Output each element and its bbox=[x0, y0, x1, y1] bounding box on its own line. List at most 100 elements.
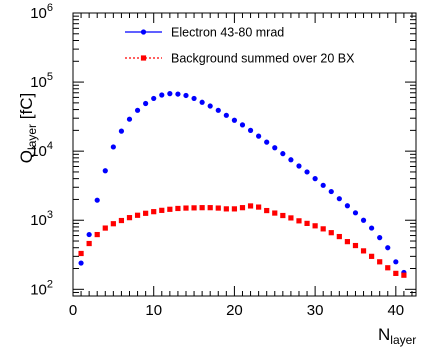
data-point bbox=[336, 233, 342, 240]
data-point bbox=[86, 231, 92, 238]
data-point bbox=[223, 112, 229, 118]
data-point bbox=[377, 259, 383, 265]
data-point bbox=[110, 144, 116, 150]
data-point bbox=[118, 217, 125, 224]
y-tick-label: 106 bbox=[30, 2, 53, 22]
x-tick-label: 10 bbox=[145, 302, 162, 319]
data-point bbox=[151, 95, 157, 102]
data-point bbox=[369, 253, 375, 259]
data-point bbox=[175, 91, 181, 97]
x-axis-ticks: 0 10 20 30 40 bbox=[69, 13, 413, 319]
data-point bbox=[231, 117, 238, 123]
data-point bbox=[143, 100, 149, 107]
x-axis-title-sub: layer bbox=[390, 333, 416, 347]
data-point bbox=[272, 145, 278, 151]
y-tick-base: 10 bbox=[30, 212, 47, 229]
x-tick-label: 30 bbox=[307, 302, 324, 319]
data-point bbox=[175, 205, 181, 212]
data-point bbox=[312, 176, 318, 182]
y-tick-exponent: 4 bbox=[47, 140, 53, 152]
data-point bbox=[264, 139, 270, 145]
data-point bbox=[239, 122, 246, 128]
data-point bbox=[385, 265, 391, 271]
y-tick-exponent: 3 bbox=[47, 209, 53, 221]
data-point bbox=[360, 248, 367, 254]
y-tick-base: 10 bbox=[30, 74, 47, 91]
y-axis-title-unit: [fC] bbox=[17, 93, 36, 124]
data-point bbox=[328, 188, 334, 195]
legend-label: Background summed over 20 BX bbox=[171, 52, 355, 66]
data-point bbox=[159, 207, 165, 213]
y-tick-exponent: 5 bbox=[47, 71, 53, 83]
data-point bbox=[102, 225, 108, 231]
data-point bbox=[126, 215, 133, 221]
data-point bbox=[264, 207, 270, 214]
data-point bbox=[369, 225, 375, 231]
data-point bbox=[239, 205, 246, 211]
data-point bbox=[207, 205, 213, 211]
data-point bbox=[377, 235, 383, 241]
data-point bbox=[191, 95, 197, 102]
data-point bbox=[344, 239, 350, 245]
data-point bbox=[143, 210, 149, 216]
x-tick-label: 20 bbox=[226, 302, 243, 319]
data-point bbox=[312, 223, 318, 229]
data-point bbox=[280, 212, 286, 219]
data-point bbox=[183, 205, 189, 211]
data-point bbox=[207, 103, 213, 109]
data-point bbox=[94, 197, 100, 203]
data-point bbox=[256, 204, 262, 210]
data-point bbox=[393, 259, 399, 265]
data-point bbox=[167, 206, 173, 212]
data-point bbox=[247, 127, 254, 133]
y-tick-base: 10 bbox=[30, 281, 47, 298]
legend: Electron 43-80 mrad Background summed ove… bbox=[125, 26, 355, 66]
data-point bbox=[159, 92, 165, 98]
data-point bbox=[304, 220, 310, 226]
y-axis-title: Qlayer [fC] bbox=[17, 93, 39, 163]
data-point bbox=[296, 163, 302, 169]
plot-points bbox=[78, 91, 407, 278]
data-point bbox=[223, 206, 229, 212]
data-point bbox=[78, 250, 84, 257]
data-point bbox=[360, 217, 367, 223]
data-point bbox=[304, 169, 310, 175]
data-point bbox=[401, 272, 407, 278]
y-tick-label: 105 bbox=[30, 71, 53, 91]
data-point bbox=[231, 206, 238, 212]
y-tick-exponent: 2 bbox=[47, 278, 53, 290]
y-tick-base: 10 bbox=[30, 5, 47, 22]
data-point bbox=[215, 205, 221, 211]
data-point bbox=[191, 205, 197, 211]
data-point bbox=[151, 209, 157, 215]
data-point bbox=[86, 240, 92, 247]
series-1 bbox=[78, 203, 407, 278]
data-point bbox=[328, 230, 334, 236]
y-tick-base: 10 bbox=[30, 143, 47, 160]
data-point bbox=[352, 210, 359, 216]
data-point bbox=[320, 226, 326, 232]
x-axis-title-main: N bbox=[378, 325, 390, 344]
y-tick-label: 102 bbox=[30, 278, 53, 298]
legend-label: Electron 43-80 mrad bbox=[171, 26, 284, 40]
data-point bbox=[199, 205, 205, 211]
data-point bbox=[280, 151, 286, 157]
data-point bbox=[199, 99, 205, 105]
data-point bbox=[183, 92, 189, 99]
data-point bbox=[94, 231, 100, 238]
data-point bbox=[344, 203, 350, 209]
data-point bbox=[167, 91, 173, 97]
x-axis-title: Nlayer bbox=[378, 325, 416, 347]
data-point bbox=[393, 270, 399, 276]
x-tick-label: 0 bbox=[69, 302, 77, 319]
series-0 bbox=[78, 91, 407, 276]
data-point bbox=[385, 245, 391, 251]
legend-marker bbox=[140, 29, 147, 35]
data-point bbox=[288, 215, 294, 221]
data-point bbox=[288, 157, 294, 163]
data-point bbox=[134, 212, 141, 218]
data-point bbox=[256, 133, 262, 139]
y-tick-exponent: 6 bbox=[47, 2, 53, 14]
